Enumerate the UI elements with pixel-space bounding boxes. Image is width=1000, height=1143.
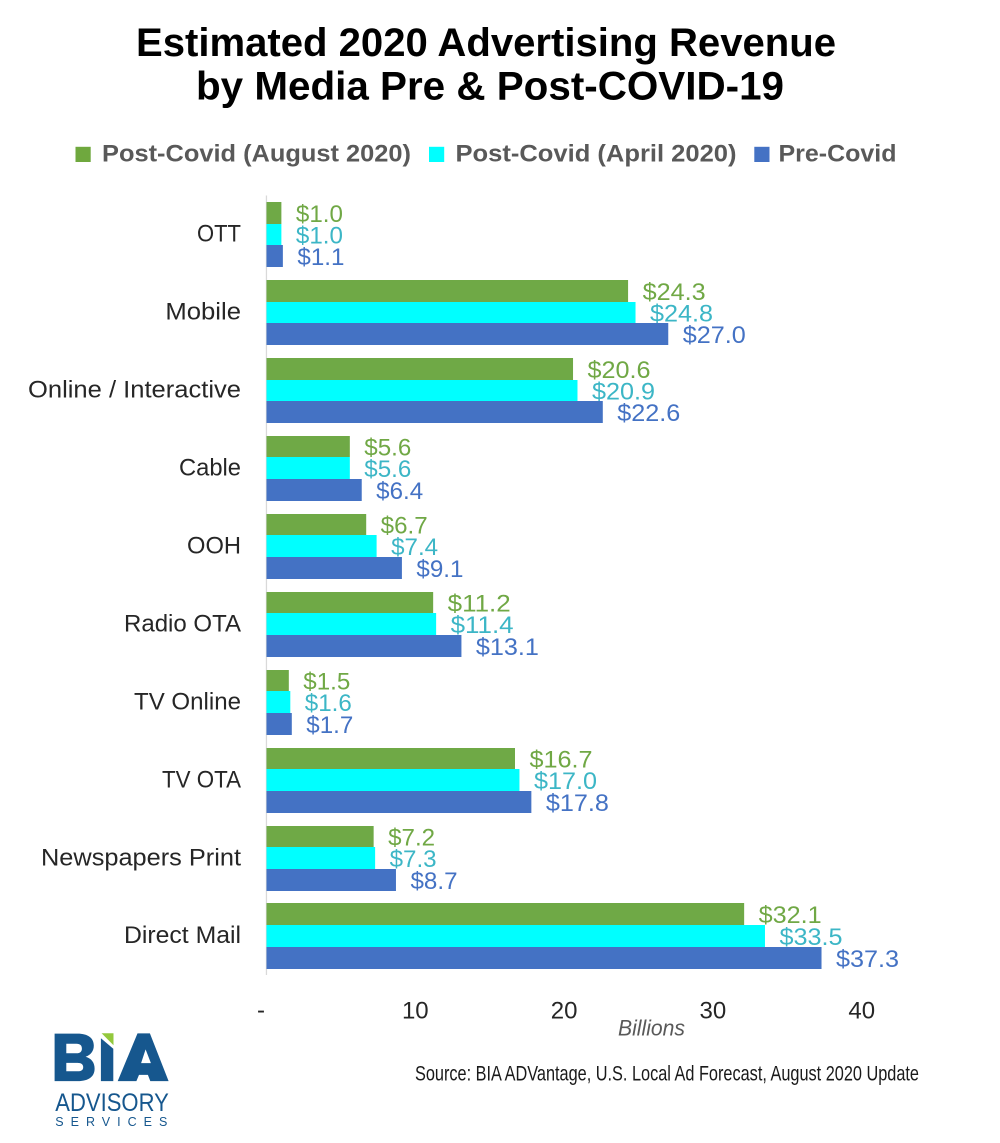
svg-text:OTT: OTT	[197, 221, 241, 248]
svg-text:Source: BIA ADVantage, U.S. Lo: Source: BIA ADVantage, U.S. Local Ad For…	[415, 1063, 919, 1086]
svg-text:$7.3: $7.3	[390, 846, 437, 873]
svg-text:$7.2: $7.2	[388, 824, 435, 851]
svg-text:$1.5: $1.5	[303, 668, 350, 695]
svg-text:$9.1: $9.1	[416, 556, 463, 583]
svg-text:$7.4: $7.4	[391, 534, 438, 561]
svg-text:$22.6: $22.6	[617, 400, 680, 427]
svg-text:Newspapers Print: Newspapers Print	[41, 844, 241, 871]
svg-text:-: -	[257, 997, 265, 1024]
svg-text:$11.4: $11.4	[451, 612, 514, 639]
svg-text:Pre-Covid: Pre-Covid	[779, 141, 897, 168]
svg-text:Mobile: Mobile	[165, 299, 241, 326]
svg-text:$37.3: $37.3	[836, 946, 899, 973]
svg-text:$20.9: $20.9	[592, 378, 655, 405]
svg-text:Radio OTA: Radio OTA	[124, 610, 241, 637]
svg-text:$24.8: $24.8	[650, 300, 713, 327]
svg-text:$17.8: $17.8	[546, 790, 609, 817]
svg-text:Direct Mail: Direct Mail	[124, 922, 241, 949]
svg-text:$24.3: $24.3	[643, 279, 706, 306]
svg-text:$32.1: $32.1	[759, 902, 822, 929]
svg-text:Post-Covid (August 2020): Post-Covid (August 2020)	[102, 141, 411, 168]
svg-text:$1.7: $1.7	[306, 712, 353, 739]
svg-text:40: 40	[848, 998, 875, 1025]
svg-text:30: 30	[700, 998, 727, 1025]
svg-text:$8.7: $8.7	[411, 868, 458, 895]
svg-text:$1.0: $1.0	[296, 201, 343, 228]
svg-text:$16.7: $16.7	[530, 746, 593, 773]
svg-text:SERVICES: SERVICES	[55, 1115, 167, 1129]
svg-text:$5.6: $5.6	[364, 456, 411, 483]
svg-text:ADVISORY: ADVISORY	[55, 1089, 169, 1117]
svg-text:$20.6: $20.6	[588, 357, 651, 384]
svg-text:20: 20	[551, 998, 578, 1025]
svg-text:$33.5: $33.5	[780, 924, 843, 951]
svg-text:$6.4: $6.4	[376, 478, 423, 505]
svg-text:$1.0: $1.0	[296, 222, 343, 249]
svg-text:by Media Pre & Post-COVID-19: by Media Pre & Post-COVID-19	[196, 65, 784, 109]
svg-text:Billions: Billions	[618, 1016, 685, 1041]
svg-text:$13.1: $13.1	[476, 634, 539, 661]
svg-text:TV OTA: TV OTA	[162, 766, 241, 793]
svg-text:$1.1: $1.1	[297, 244, 344, 271]
svg-text:$17.0: $17.0	[534, 768, 597, 795]
svg-text:Cable: Cable	[179, 455, 241, 482]
svg-text:$11.2: $11.2	[448, 590, 511, 617]
svg-text:$5.6: $5.6	[364, 434, 411, 461]
svg-text:$27.0: $27.0	[683, 322, 746, 349]
svg-text:$1.6: $1.6	[305, 690, 352, 717]
svg-text:Online / Interactive: Online / Interactive	[28, 377, 241, 404]
svg-text:OOH: OOH	[187, 533, 241, 560]
svg-text:Estimated 2020 Advertising Rev: Estimated 2020 Advertising Revenue	[136, 21, 836, 65]
svg-text:10: 10	[402, 998, 429, 1025]
svg-text:$6.7: $6.7	[381, 512, 428, 539]
svg-text:Post-Covid (April 2020): Post-Covid (April 2020)	[456, 141, 737, 168]
svg-text:TV Online: TV Online	[134, 688, 241, 715]
